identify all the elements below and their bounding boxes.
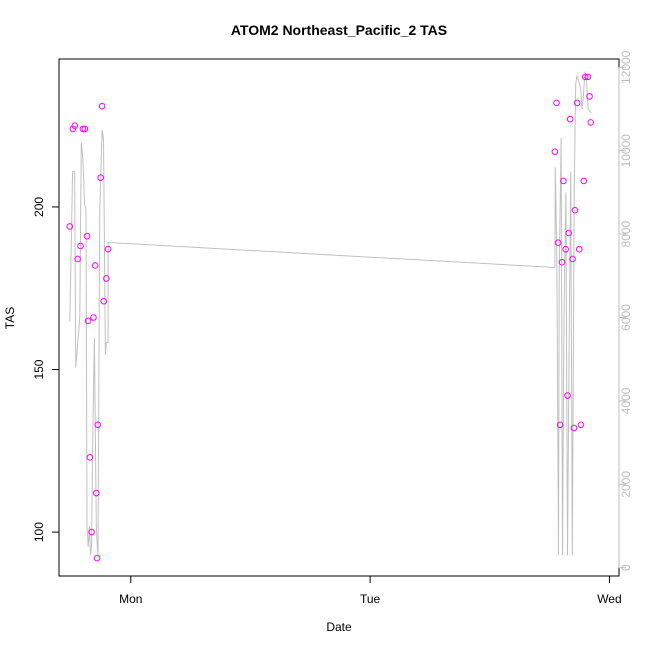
tas-line-series bbox=[69, 71, 592, 556]
x-tick-label: Mon bbox=[119, 592, 142, 606]
tas-point bbox=[98, 102, 106, 110]
tas-point bbox=[564, 392, 571, 399]
tas-point bbox=[558, 258, 566, 266]
tas-point bbox=[79, 125, 87, 133]
tas-point bbox=[86, 454, 94, 461]
y2-tick-label: 10000 bbox=[619, 134, 633, 168]
tas-point bbox=[88, 528, 95, 536]
tas-point bbox=[553, 99, 560, 107]
tas-point bbox=[71, 122, 79, 129]
y-tick-label: 150 bbox=[32, 359, 46, 379]
tas-point bbox=[104, 245, 112, 253]
series-line-group bbox=[69, 71, 592, 556]
tas-point bbox=[556, 421, 564, 429]
tas-point bbox=[83, 232, 91, 240]
tas-point bbox=[74, 255, 81, 263]
tas-point bbox=[566, 115, 574, 123]
x-tick-label: Tue bbox=[360, 592, 381, 606]
tas-point bbox=[551, 148, 559, 155]
y2-tick-label: 4000 bbox=[619, 387, 633, 414]
tas-point bbox=[100, 297, 108, 305]
x-axis: Mon Tue Wed bbox=[119, 575, 622, 606]
tas-point bbox=[570, 424, 578, 432]
tas-point bbox=[575, 245, 583, 253]
tas-point bbox=[93, 489, 100, 497]
tas-point bbox=[94, 421, 102, 429]
tas-point bbox=[91, 262, 99, 269]
tas-point bbox=[581, 73, 589, 81]
tas-point bbox=[90, 314, 97, 321]
tas-point bbox=[584, 73, 592, 81]
tas-point bbox=[97, 174, 104, 181]
tas-point bbox=[577, 421, 585, 429]
tas-point bbox=[560, 177, 567, 185]
y-tick-label: 100 bbox=[32, 522, 46, 542]
y2-tick-label: 0 bbox=[619, 564, 633, 571]
tas-point bbox=[84, 317, 92, 325]
y-axis-left: 100 150 200 bbox=[32, 197, 60, 542]
y-axis-title: TAS bbox=[3, 307, 17, 329]
tas-point bbox=[81, 125, 89, 133]
y2-tick-label: 6000 bbox=[619, 304, 633, 331]
tas-point bbox=[66, 223, 74, 230]
tas-point bbox=[77, 242, 84, 250]
tas-point bbox=[562, 245, 569, 253]
tas-point bbox=[586, 93, 593, 100]
y2-tick-label: 8000 bbox=[619, 220, 633, 247]
y2-tick-label: 2000 bbox=[619, 471, 633, 498]
tas-point bbox=[587, 119, 595, 126]
tas-point bbox=[69, 125, 77, 133]
y-tick-label: 200 bbox=[32, 197, 46, 217]
x-tick-label: Wed bbox=[597, 592, 621, 606]
tas-point bbox=[569, 255, 576, 263]
tas-point bbox=[580, 177, 588, 185]
tas-point bbox=[571, 206, 579, 214]
series-points-group bbox=[66, 73, 595, 562]
y-axis-right: 0 2000 4000 6000 8000 10000 12000 bbox=[618, 50, 633, 571]
x-axis-title: Date bbox=[326, 620, 352, 634]
tas-point bbox=[573, 99, 581, 107]
tas-point bbox=[565, 229, 573, 237]
plot-frame bbox=[58, 58, 620, 577]
tas-point bbox=[554, 239, 562, 247]
chart-title: ATOM2 Northeast_Pacific_2 TAS bbox=[231, 22, 447, 38]
tas-point bbox=[103, 275, 110, 282]
tas-point bbox=[93, 554, 101, 562]
y2-tick-label: 12000 bbox=[619, 50, 633, 84]
